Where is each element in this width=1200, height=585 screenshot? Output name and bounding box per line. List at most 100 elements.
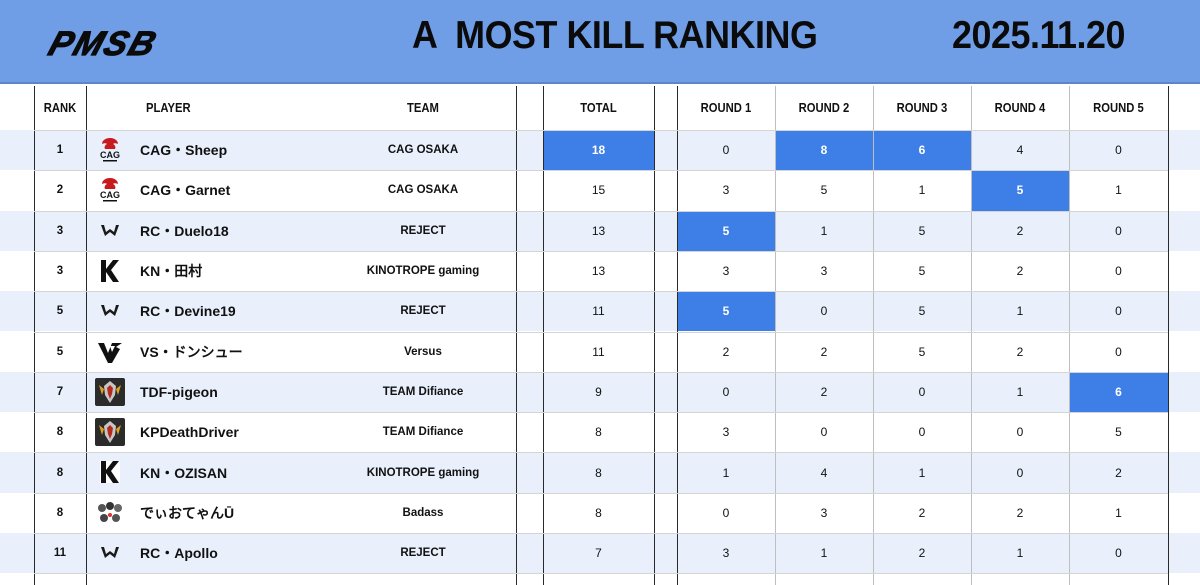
round-1-column-header: ROUND 1 [700, 101, 752, 115]
round-5-kills-cell: 0 [1115, 264, 1122, 279]
table-row: CAG CAG・Garnet 2 CAG OSAKA 15 3 5 1 5 1 [0, 170, 1200, 211]
total-kills-cell: 8 [595, 425, 602, 440]
round-3-kills-cell: 5 [918, 264, 926, 279]
grid-line [516, 86, 517, 585]
table-row: TDF-pigeon 7 TEAM Difiance 9 0 2 0 1 6 [0, 371, 1200, 413]
table-row: RC・Devine19 5 REJECT 11 5 0 5 1 0 [0, 291, 1200, 332]
grid-line [873, 86, 874, 585]
round-2-kills-cell: 3 [820, 505, 828, 520]
player-name: VS・ドンシュー [140, 343, 243, 360]
rank-cell: 7 [56, 385, 64, 398]
table-row: KPDeathDriver 8 TEAM Difiance 8 3 0 0 0 5 [0, 412, 1200, 452]
player-name: KN・田村 [140, 263, 203, 280]
table-row: RC・Duelo18 3 REJECT 13 5 1 5 2 0 [0, 210, 1200, 251]
round-3-kills-cell: 2 [918, 546, 926, 561]
ranking-table: RANK PLAYER TEAM TOTAL ROUND 1 ROUND 2 R… [0, 86, 1200, 585]
round-4-kills-cell: 2 [1016, 264, 1024, 279]
rank-column-header: RANK [43, 101, 77, 115]
table-row: VS・ドンシュー 5 Versus 11 2 2 5 2 0 [0, 332, 1200, 372]
round-2-kills-cell: 8 [775, 130, 873, 171]
round-4-kills-cell: 1 [1016, 546, 1024, 561]
team-name: Badass [402, 506, 444, 519]
round-2-kills-cell: 3 [820, 264, 828, 279]
team-name: REJECT [400, 305, 446, 318]
round-1-kills-cell: 1 [722, 465, 730, 480]
rank-cell: 1 [56, 144, 64, 157]
team-name: KINOTROPE gaming [366, 265, 480, 278]
round-4-kills-cell: 5 [971, 170, 1069, 211]
grid-line [654, 86, 655, 585]
grid-line [971, 86, 972, 585]
rank-cell: 5 [56, 305, 64, 318]
round-5-kills-cell: 1 [1115, 505, 1122, 520]
round-5-kills-cell: 0 [1115, 143, 1122, 158]
round-2-kills-cell: 0 [820, 304, 828, 319]
round-3-column-header: ROUND 3 [896, 101, 948, 115]
round-1-kills-cell: 0 [722, 143, 730, 158]
round-5-kills-cell: 0 [1115, 344, 1122, 359]
grid-line [34, 412, 1168, 414]
total-kills-cell: 15 [591, 183, 606, 198]
round-2-kills-cell: 5 [820, 183, 828, 198]
page-title: A MOST KILL RANKING [412, 14, 818, 57]
round-5-kills-cell: 0 [1115, 223, 1122, 238]
grid-line [34, 492, 1168, 494]
round-1-kills-cell: 2 [722, 344, 730, 359]
player-name: TDF-pigeon [140, 383, 218, 400]
player-name: RC・Apollo [140, 545, 218, 562]
round-5-kills-cell: 0 [1115, 546, 1122, 561]
round-4-column-header: ROUND 4 [994, 101, 1046, 115]
round-1-kills-cell: 3 [722, 425, 730, 440]
difiance-logo-icon [94, 417, 126, 447]
round-3-kills-cell: 5 [918, 344, 926, 359]
round-2-column-header: ROUND 2 [798, 101, 850, 115]
grid-line [1168, 86, 1169, 585]
grid-line [34, 291, 1168, 293]
team-name: TEAM Difiance [382, 426, 464, 439]
round-1-kills-cell: 5 [677, 291, 775, 332]
round-4-kills-cell: 0 [1016, 425, 1024, 440]
round-3-kills-cell: 2 [918, 505, 926, 520]
player-name: KPDeathDriver [140, 424, 239, 441]
round-4-kills-cell: 2 [1016, 344, 1024, 359]
round-5-column-header: ROUND 5 [1093, 101, 1144, 115]
grid-line [775, 86, 776, 585]
kinotrope-logo-icon [94, 256, 126, 286]
grid-line [677, 86, 678, 585]
round-1-kills-cell: 3 [722, 264, 730, 279]
round-5-kills-cell: 0 [1115, 304, 1122, 319]
rank-cell: 8 [56, 426, 64, 439]
round-4-kills-cell: 2 [1016, 505, 1024, 520]
round-1-kills-cell: 3 [722, 546, 730, 561]
round-2-kills-cell: 2 [820, 384, 828, 399]
round-3-kills-cell: 5 [918, 304, 926, 319]
table-row: でぃおてゃんŪ 8 Badass 8 0 3 2 2 1 [0, 493, 1200, 533]
rank-cell: 8 [56, 506, 64, 519]
team-column-header: TEAM [407, 101, 439, 115]
rank-cell: 3 [56, 224, 64, 237]
round-4-kills-cell: 2 [1016, 223, 1024, 238]
event-date: 2025.11.20 [952, 14, 1126, 57]
round-1-kills-cell: 0 [722, 384, 730, 399]
grid-line [34, 86, 35, 585]
kinotrope-logo-icon [94, 457, 126, 487]
grid-line [34, 573, 1168, 575]
rank-cell: 5 [56, 345, 64, 358]
round-2-kills-cell: 4 [820, 465, 828, 480]
grid-line [34, 250, 1168, 252]
grid-line [34, 533, 1168, 534]
round-3-kills-cell: 0 [918, 384, 926, 399]
team-name: CAG OSAKA [387, 144, 459, 157]
round-5-kills-cell: 1 [1115, 183, 1122, 198]
team-name: REJECT [400, 547, 446, 560]
team-name: Versus [404, 345, 442, 358]
total-kills-cell: 13 [591, 264, 606, 279]
difiance-logo-icon [94, 377, 126, 407]
round-3-kills-cell: 1 [918, 183, 926, 198]
rank-cell: 3 [56, 265, 64, 278]
grid-line [543, 86, 544, 585]
cag-logo-icon: CAG [94, 135, 126, 165]
total-kills-cell: 8 [595, 505, 602, 520]
rank-cell: 8 [56, 466, 64, 479]
team-name: KINOTROPE gaming [366, 466, 480, 479]
